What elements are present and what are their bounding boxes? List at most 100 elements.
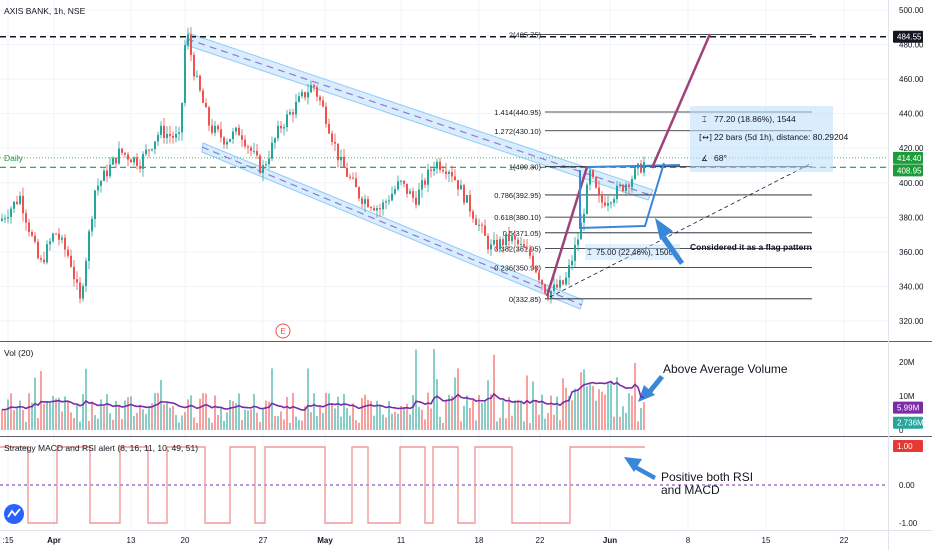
candle-body xyxy=(634,168,636,180)
candle-body xyxy=(433,168,435,171)
measure-small-text: 75.00 (22.46%), 1500 xyxy=(596,248,673,257)
time-tick-label: 20 xyxy=(181,536,190,545)
volume-pane-title[interactable]: Vol (20) xyxy=(4,348,33,358)
candle-body xyxy=(424,180,426,185)
fib-level-label: 0(332.85) xyxy=(509,295,542,304)
strategy-axis[interactable]: 1.00 0.00 -1.00 xyxy=(899,443,918,528)
candle-body xyxy=(343,156,345,168)
price-axis[interactable]: 500.00 480.00 460.00 440.00 420.00 400.00 380.… xyxy=(899,6,924,326)
candle-body xyxy=(82,286,84,299)
volume-bar xyxy=(313,393,315,430)
volume-bar xyxy=(445,399,447,430)
volume-bar xyxy=(295,416,297,430)
volume-bar xyxy=(265,400,267,430)
volume-bar xyxy=(331,403,333,430)
candle-body xyxy=(193,54,195,77)
volume-bar xyxy=(148,406,150,430)
volume-bars xyxy=(1,349,645,430)
candle-body xyxy=(532,255,534,267)
volume-bar xyxy=(577,390,579,430)
upper-channel-band[interactable] xyxy=(185,32,654,201)
volume-bar xyxy=(181,415,183,430)
volume-bar xyxy=(355,420,357,430)
candle-body xyxy=(355,178,357,188)
volume-bar xyxy=(421,409,423,430)
volume-bar xyxy=(172,405,174,430)
candle-body xyxy=(235,127,237,132)
projection-line[interactable] xyxy=(650,33,712,169)
volume-bar xyxy=(349,415,351,430)
candle-body xyxy=(325,106,327,124)
descending-channel[interactable] xyxy=(185,32,654,310)
time-tick-label: 8 xyxy=(686,536,691,545)
earnings-marker[interactable]: E xyxy=(275,323,291,339)
time-tick-label: 18 xyxy=(475,536,484,545)
price-tick-label: 400.00 xyxy=(899,179,924,188)
measure-small-box[interactable]: ⌶ 75.00 (22.46%), 1500 xyxy=(585,244,680,260)
candle-body xyxy=(616,185,618,200)
candle-body xyxy=(232,131,234,140)
candle-body xyxy=(286,114,288,128)
earnings-circle[interactable] xyxy=(275,323,291,339)
symbol-title[interactable]: AXIS BANK, 1h, NSE xyxy=(4,6,86,16)
volume-tick-label: 20M xyxy=(899,358,915,367)
volume-bar xyxy=(166,403,168,430)
measure-box-bg[interactable] xyxy=(690,106,833,172)
candle-body xyxy=(22,195,24,214)
candle-body xyxy=(481,224,483,226)
candle-body xyxy=(49,241,51,245)
volume-bar xyxy=(223,420,225,430)
measure-small-bg[interactable] xyxy=(585,244,680,260)
candle-body xyxy=(190,34,192,55)
volume-bar xyxy=(322,413,324,430)
volume-bar xyxy=(319,406,321,430)
strategy-pane-title[interactable]: Strategy MACD and RSI alert (8, 16, 11, … xyxy=(4,443,198,453)
volume-bar xyxy=(307,368,309,430)
candle-body xyxy=(304,92,306,98)
candle-body xyxy=(106,170,108,177)
volume-bar xyxy=(49,402,51,430)
volume-axis[interactable]: 20M 10M 0 xyxy=(899,358,915,435)
measure-box[interactable]: ⌶ 77.20 (18.86%), 1544 [↔] 22 bars (5d 1… xyxy=(690,106,848,172)
candle-body xyxy=(319,96,321,101)
candle-body xyxy=(583,213,585,223)
volume-moving-average xyxy=(1,380,645,411)
volume-bar xyxy=(130,396,132,430)
time-axis[interactable]: :15 Apr 13 20 27 May 11 18 22 Jun 8 15 22 xyxy=(2,536,849,545)
volume-bar xyxy=(310,412,312,430)
candle-body xyxy=(28,222,30,232)
candle-body xyxy=(262,165,264,173)
volume-bar xyxy=(277,416,279,430)
candle-body xyxy=(271,142,273,159)
candle-body xyxy=(52,233,54,242)
volume-bar xyxy=(460,421,462,430)
flag-pattern[interactable] xyxy=(545,33,813,298)
candle-body xyxy=(259,155,261,173)
time-tick-label: 15 xyxy=(762,536,771,545)
flag-top-line[interactable] xyxy=(586,164,681,168)
candle-body xyxy=(349,176,351,178)
volume-bar xyxy=(643,402,645,430)
candle-body xyxy=(130,159,132,163)
candle-body xyxy=(166,133,168,138)
volume-bar xyxy=(466,395,468,430)
price-tick-label: 440.00 xyxy=(899,110,924,119)
volume-bar xyxy=(16,406,18,430)
positive-annotation[interactable]: Positive both RSI and MACD xyxy=(624,457,753,497)
candle-body xyxy=(538,272,540,281)
tv-logo-icon[interactable] xyxy=(4,504,24,524)
candle-body xyxy=(502,239,504,246)
measure-angle-text: 68° xyxy=(714,153,727,163)
flag-annotation[interactable]: Considered it as a flag pattern xyxy=(655,218,812,265)
volume-bar xyxy=(604,394,606,430)
trend-dashed-line[interactable] xyxy=(549,162,813,298)
volume-bar xyxy=(274,415,276,430)
candle-body xyxy=(226,141,228,145)
candle-body xyxy=(592,170,594,178)
volume-bar xyxy=(118,404,120,430)
candle-body xyxy=(205,102,207,108)
candle-body xyxy=(10,208,12,217)
candle-body xyxy=(19,195,21,204)
candle-body xyxy=(526,247,528,249)
